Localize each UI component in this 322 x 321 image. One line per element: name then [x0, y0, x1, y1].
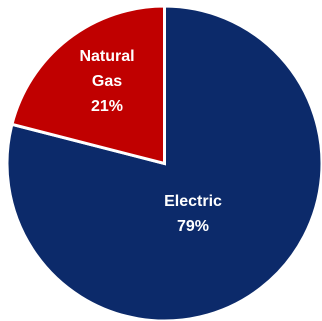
pie-slice-label-0: Electric 79% [164, 193, 222, 235]
pie-slice-label-line-1-0: Natural [79, 48, 134, 65]
pie-slice-label-line-0-0: Electric [164, 193, 222, 210]
pie-slice-1 [10, 4, 166, 166]
pie-slice-label-line-1-2: 21% [91, 98, 123, 115]
pie-slice-label-line-1-1: Gas [92, 73, 122, 90]
pie-slice-label-line-0-1: 79% [177, 218, 209, 235]
pie-slice-0 [5, 4, 322, 321]
pie-slice-label-1: Natural Gas 21% [79, 48, 134, 115]
